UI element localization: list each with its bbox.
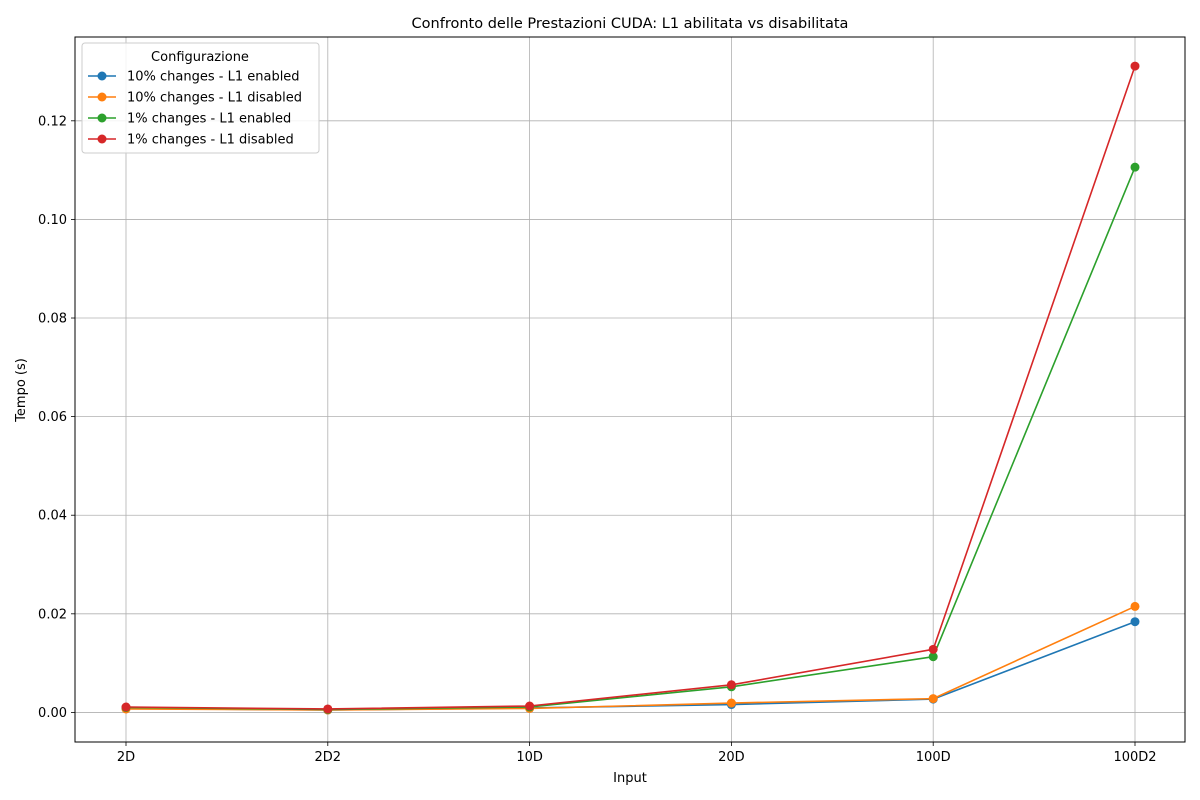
- y-tick-label: 0.00: [38, 706, 67, 721]
- legend-entry: 1% changes - L1 enabled: [88, 112, 291, 127]
- y-tick-label: 0.04: [38, 509, 67, 524]
- y-tick-label: 0.10: [38, 213, 67, 228]
- data-point: [726, 680, 736, 690]
- y-tick-label: 0.12: [38, 114, 67, 129]
- legend-entry: 10% changes - L1 disabled: [88, 91, 302, 106]
- data-point: [525, 701, 535, 711]
- series-layer: [121, 61, 1140, 715]
- data-point: [1130, 601, 1140, 611]
- series-line: [125, 65, 1136, 710]
- data-point: [928, 644, 938, 654]
- y-tick-label: 0.02: [38, 607, 67, 622]
- legend-entries: 10% changes - L1 enabled 10% changes - L1…: [88, 70, 302, 148]
- plot-frame: [74, 36, 1186, 743]
- x-axis-label: Input: [613, 771, 647, 786]
- legend-title: Configurazione: [151, 50, 249, 65]
- grid: [75, 37, 1185, 742]
- legend: Configurazione 10% changes - L1 enabled1…: [81, 42, 320, 154]
- data-point: [928, 694, 938, 704]
- legend-marker: [97, 113, 107, 123]
- data-point: [1130, 61, 1140, 71]
- x-tick-label: 20D: [718, 750, 745, 765]
- data-point: [928, 652, 938, 662]
- data-point: [1130, 617, 1140, 627]
- series-4: [121, 61, 1140, 714]
- legend-marker: [97, 134, 107, 144]
- x-tick-label: 2D2: [315, 750, 342, 765]
- chart-title: Confronto delle Prestazioni CUDA: L1 abi…: [412, 16, 849, 32]
- legend-entry: 10% changes - L1 enabled: [88, 70, 300, 85]
- x-tick-label: 2D: [117, 750, 135, 765]
- data-point: [121, 702, 131, 712]
- legend-box: [81, 42, 320, 154]
- data-point: [726, 698, 736, 708]
- legend-label: 10% changes - L1 disabled: [127, 91, 302, 106]
- legend-marker: [97, 92, 107, 102]
- legend-label: 1% changes - L1 disabled: [127, 133, 294, 148]
- y-tick-label: 0.06: [38, 410, 67, 425]
- legend-entry: 1% changes - L1 disabled: [88, 133, 294, 148]
- data-point: [323, 704, 333, 714]
- data-point: [1130, 162, 1140, 172]
- x-tick-label: 100D: [916, 750, 951, 765]
- legend-marker: [97, 71, 107, 81]
- y-axis-label: Tempo (s): [14, 358, 29, 423]
- axes: 2D 2D2 10D 20D 100D 100D2 0.00 0.02 0.04 0.06 0.08…: [38, 114, 1157, 765]
- legend-label: 10% changes - L1 enabled: [127, 70, 300, 85]
- legend-label: 1% changes - L1 enabled: [127, 112, 291, 127]
- y-tick-label: 0.08: [38, 312, 67, 327]
- x-tick-label: 100D2: [1113, 750, 1156, 765]
- x-tick-label: 10D: [516, 750, 543, 765]
